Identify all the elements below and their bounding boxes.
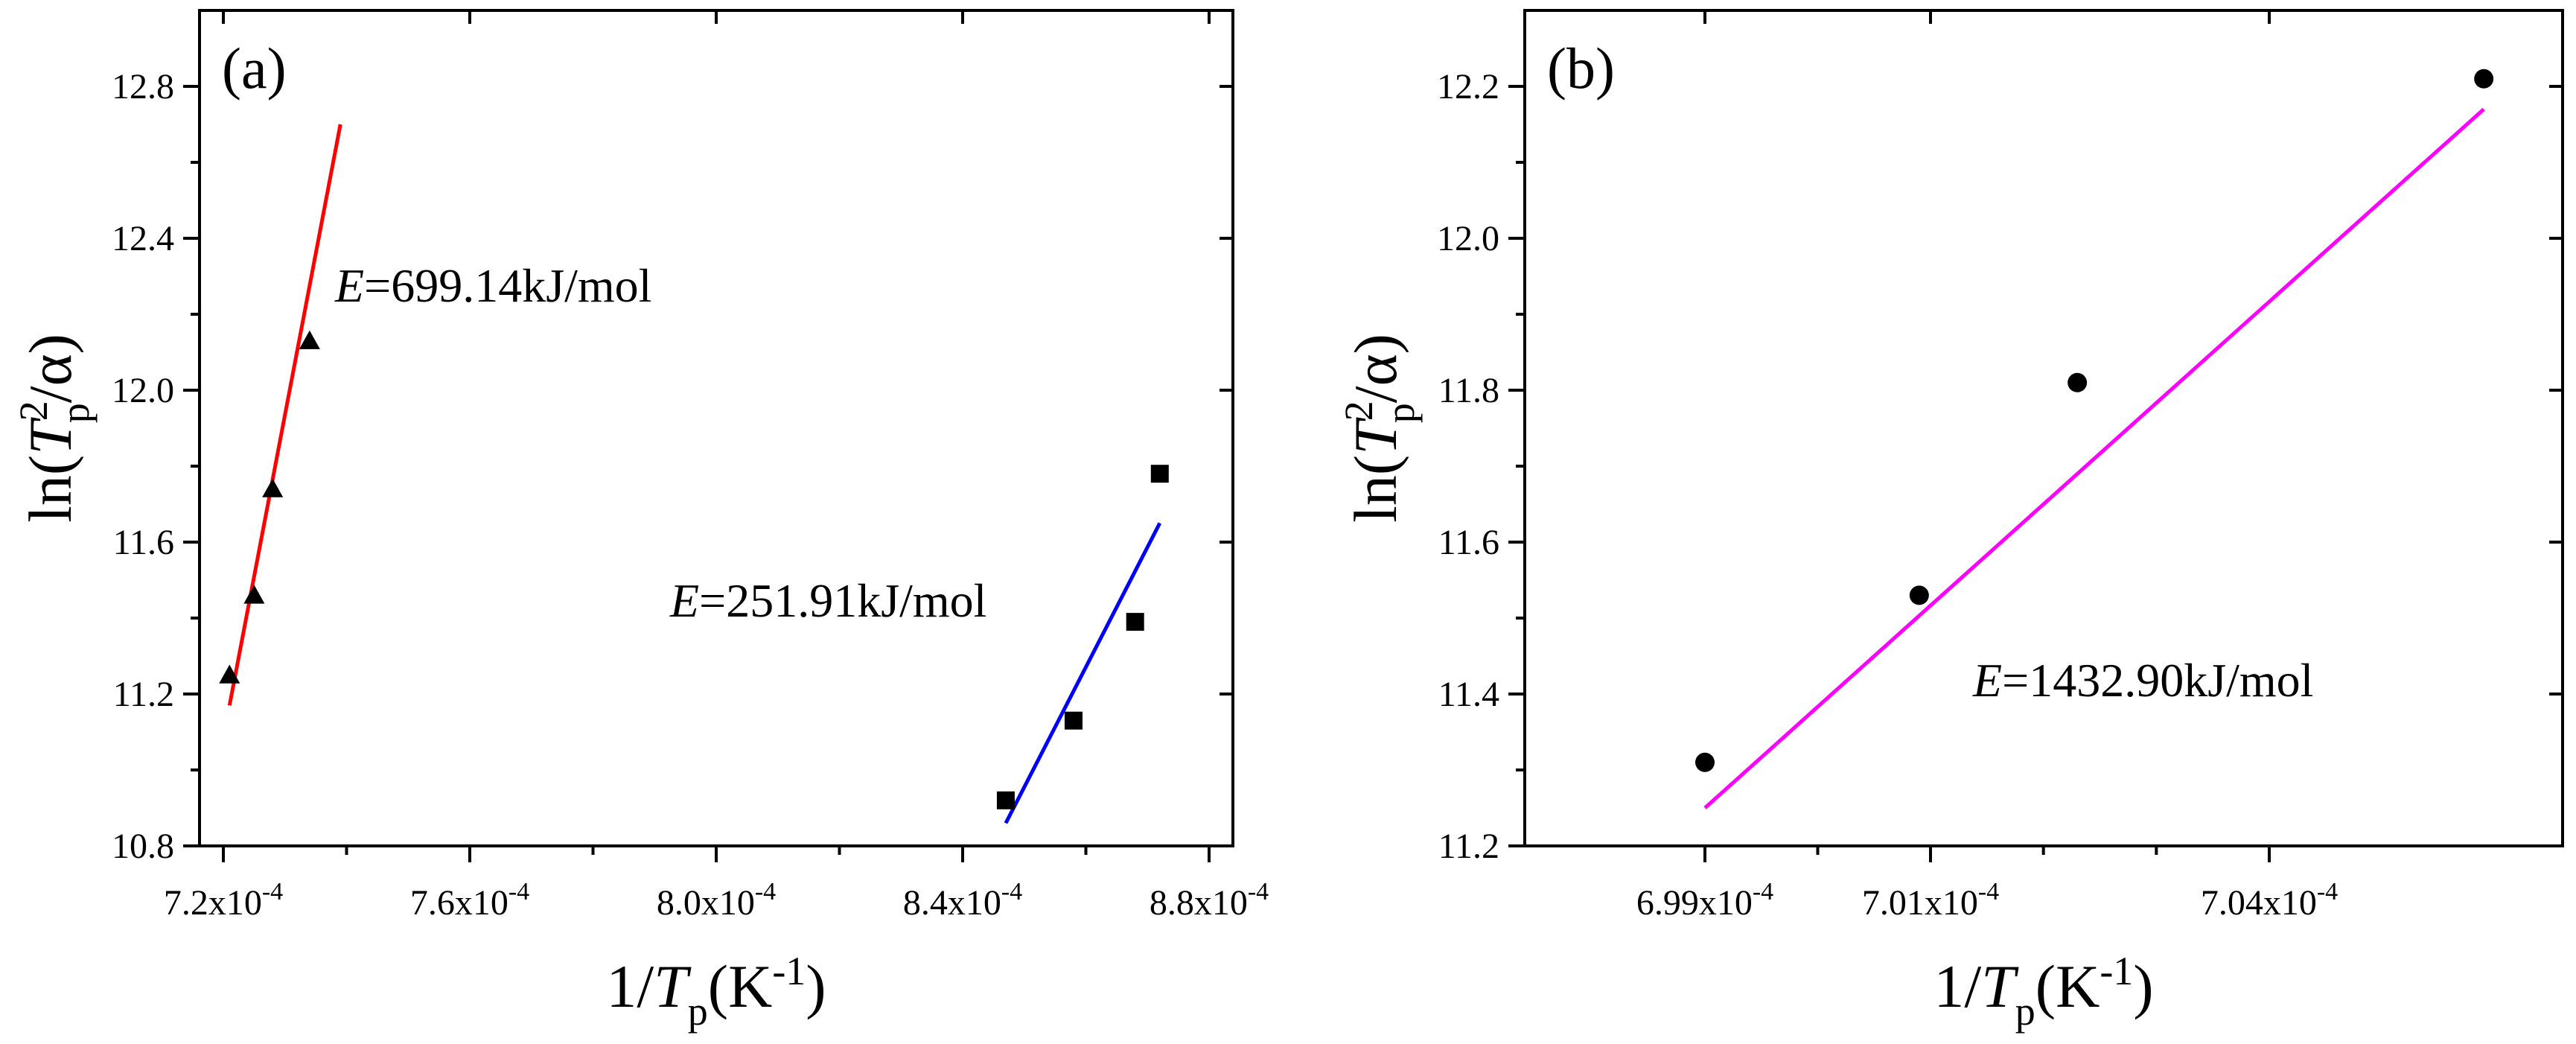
panel-b: 6.99x10-4 7.01x10-4 7.04x10-4 11.2 11.4 11.6 1…	[1336, 9, 2564, 1034]
panel-b-y-tick-label: 11.6	[1438, 523, 1499, 562]
panel-a-fit-line-triangles	[227, 124, 342, 706]
panel-b-fit-line-circles	[1703, 107, 2485, 809]
panel-b-data-point	[2068, 372, 2088, 392]
panel-b-y-tick-label: 11.4	[1438, 675, 1499, 714]
panel-b-data-point	[2474, 69, 2494, 89]
panel-a-x-tick-label: 7.2x10-4	[164, 878, 283, 923]
panel-b-y-tick-label: 11.8	[1438, 371, 1499, 410]
panel-b-data-point	[1695, 752, 1715, 772]
panel-b-y-tick-label: 12.2	[1437, 67, 1499, 106]
panel-a-x-tick-label: 8.8x10-4	[1150, 878, 1269, 923]
panel-a-data-point	[262, 478, 284, 497]
panel-a-data-point	[1126, 613, 1144, 631]
panel-b-x-tick-label: 7.01x10-4	[1862, 878, 1999, 923]
panel-a-series-squares: E=251.91kJ/mol	[669, 465, 1169, 824]
panel-b-x-tick-label: 6.99x10-4	[1636, 878, 1773, 923]
panel-a: 7.2x10-4 7.6x10-4 8.0x10-4 8.4x10-4 8.8x10-4…	[11, 9, 1269, 1034]
panel-a-y-tick-label: 12.4	[112, 219, 174, 258]
panel-a-x-tick-label: 8.0x10-4	[657, 878, 776, 923]
panel-a-annotation-triangles: E=699.14kJ/mol	[334, 259, 651, 312]
panel-a-data-point	[996, 791, 1015, 809]
panel-b-x-tick-label: 7.04x10-4	[2201, 878, 2338, 923]
panel-a-y-tick-label: 12.8	[112, 67, 174, 106]
panel-b-y-tick-label: 12.0	[1437, 219, 1499, 258]
panel-a-x-tick-label: 8.4x10-4	[903, 878, 1022, 923]
panel-a-data-point	[1064, 711, 1083, 730]
panel-b-data-point	[1909, 585, 1929, 605]
panel-b-y-axis-title: ln(T2p/α)	[1336, 334, 1423, 523]
panel-a-y-tick-label: 11.2	[113, 675, 174, 714]
panel-a-fit-line-squares	[1004, 522, 1162, 824]
panel-a-annotation-squares: E=251.91kJ/mol	[669, 574, 986, 627]
panel-a-y-tick-label: 12.0	[112, 371, 174, 410]
panel-a-series-triangles: E=699.14kJ/mol	[219, 124, 651, 706]
panel-a-y-axis-title: ln(T2p/α)	[11, 334, 98, 523]
panel-a-data-point	[299, 330, 320, 349]
panel-a-data-point	[219, 664, 240, 684]
panel-b-annotation-circles: E=1432.90kJ/mol	[1972, 654, 2313, 707]
panel-b-plot-frame	[1523, 9, 2564, 847]
panel-a-x-axis-title: 1/Tp(K-1)	[606, 949, 826, 1034]
panel-a-data-point	[1150, 465, 1169, 483]
panel-a-y-tick-label: 11.6	[113, 523, 174, 562]
panel-b-label: (b)	[1547, 36, 1615, 101]
panel-a-y-tick-label: 10.8	[112, 827, 174, 866]
panel-b-y-tick-label: 11.2	[1438, 827, 1499, 866]
panel-a-data-point	[243, 585, 265, 604]
panel-b-series-circles: E=1432.90kJ/mol	[1695, 69, 2494, 809]
panel-a-x-tick-label: 7.6x10-4	[410, 878, 529, 923]
panel-b-x-axis-title: 1/Tp(K-1)	[1933, 949, 2153, 1034]
panel-a-label: (a)	[222, 36, 287, 101]
